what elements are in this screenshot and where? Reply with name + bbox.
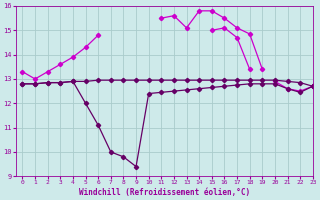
X-axis label: Windchill (Refroidissement éolien,°C): Windchill (Refroidissement éolien,°C): [79, 188, 250, 197]
